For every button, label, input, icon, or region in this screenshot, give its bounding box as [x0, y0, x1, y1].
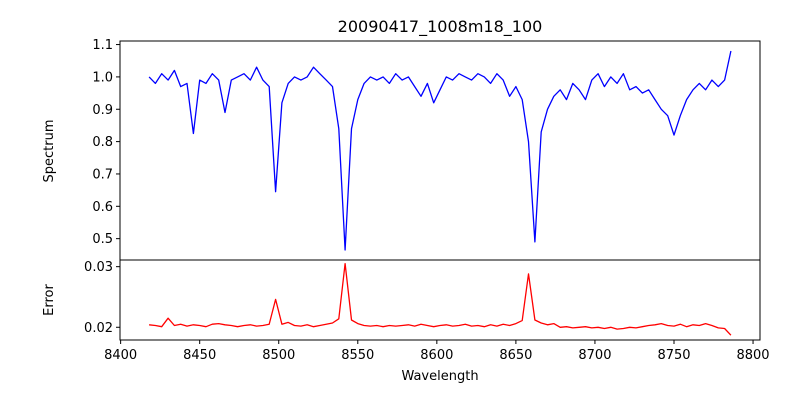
x-tick-label: 8650 [499, 348, 532, 363]
x-tick-label: 8800 [736, 348, 769, 363]
x-tick-label: 8450 [183, 348, 216, 363]
x-tick-label: 8500 [262, 348, 295, 363]
y-tick-label: 0.6 [92, 200, 113, 215]
x-axis-label: Wavelength [401, 369, 478, 384]
y-tick-label: 0.03 [84, 260, 113, 275]
y-tick-label: 1.1 [92, 38, 113, 53]
x-tick-label: 8700 [578, 348, 611, 363]
chart-title: 20090417_1008m18_100 [338, 17, 543, 37]
error-line [149, 262, 732, 336]
spectrum-axes: 0.5 0.6 0.7 0.8 0.9 1.0 1.1 [92, 38, 761, 261]
y-tick-label: 0.5 [92, 232, 113, 247]
y-axis-label-spectrum: Spectrum [42, 120, 57, 183]
error-axes: 0.02 0.03 8400 8450 8500 8550 8600 8650 8700 8750… [84, 259, 770, 363]
axes-frame [119, 40, 761, 261]
y-tick-label: 0.7 [92, 167, 113, 182]
x-tick-label: 8550 [341, 348, 374, 363]
axes-frame [119, 259, 761, 341]
x-tick-label: 8400 [104, 348, 137, 363]
y-tick-label: 0.9 [92, 103, 113, 118]
x-tick-label: 8600 [420, 348, 453, 363]
y-tick-label: 1.0 [92, 70, 113, 85]
spectrum-line [148, 50, 732, 251]
y-tick-label: 0.8 [92, 135, 113, 150]
y-axis-label-error: Error [42, 284, 57, 316]
x-tick-label: 8750 [657, 348, 690, 363]
y-tick-label: 0.02 [84, 321, 113, 336]
